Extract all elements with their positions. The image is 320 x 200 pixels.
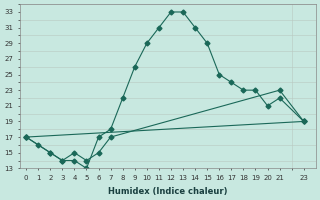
X-axis label: Humidex (Indice chaleur): Humidex (Indice chaleur)	[108, 187, 228, 196]
